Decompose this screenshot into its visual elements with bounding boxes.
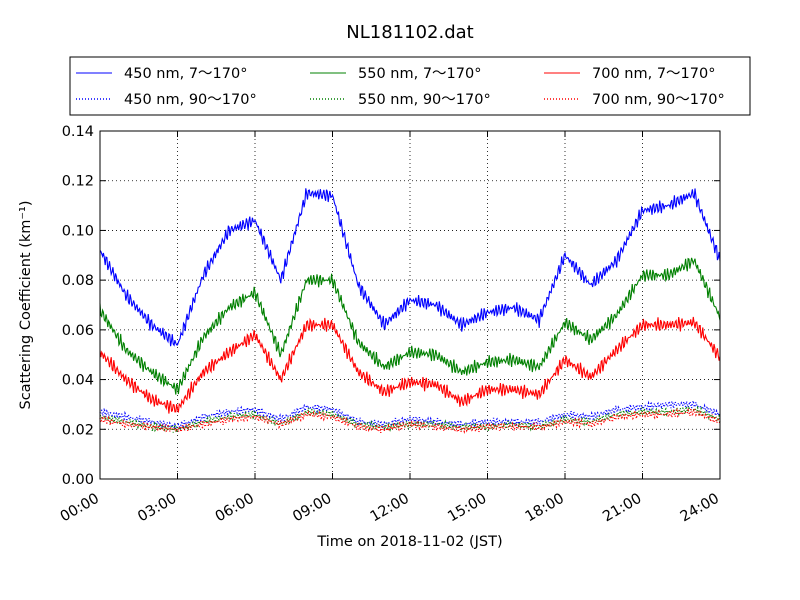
series-line-3 bbox=[99, 398, 721, 431]
y-tick-label: 0.00 bbox=[62, 472, 94, 488]
y-tick-label: 0.02 bbox=[62, 422, 94, 438]
legend-label-1: 550 nm, 7～170° bbox=[358, 66, 481, 82]
y-tick-label: 0.10 bbox=[62, 223, 94, 239]
legend-label-3: 450 nm, 90～170° bbox=[124, 92, 257, 108]
series-line-2 bbox=[99, 316, 721, 414]
series-line-0 bbox=[99, 188, 721, 347]
y-axis-label: Scattering Coefficient (km⁻¹) bbox=[18, 201, 34, 410]
chart-title: NL181102.dat bbox=[346, 22, 473, 43]
legend: 450 nm, 7～170° 550 nm, 7～170° 700 nm, 7～17… bbox=[69, 56, 751, 116]
legend-label-5: 700 nm, 90～170° bbox=[592, 92, 725, 108]
y-tick-label: 0.12 bbox=[62, 174, 94, 190]
x-axis-label: Time on 2018-11-02 (JST) bbox=[316, 534, 502, 550]
series-line-1 bbox=[99, 257, 721, 395]
legend-box bbox=[69, 56, 751, 116]
legend-label-2: 700 nm, 7～170° bbox=[592, 66, 715, 82]
y-tick-label: 0.08 bbox=[62, 273, 94, 289]
series-group bbox=[99, 188, 721, 435]
y-tick-label: 0.06 bbox=[62, 323, 94, 339]
legend-label-0: 450 nm, 7～170° bbox=[124, 66, 247, 82]
legend-label-4: 550 nm, 90～170° bbox=[358, 92, 491, 108]
y-tick-label: 0.04 bbox=[62, 373, 94, 389]
grid-lines bbox=[100, 131, 720, 479]
y-tick-label: 0.14 bbox=[62, 124, 94, 140]
